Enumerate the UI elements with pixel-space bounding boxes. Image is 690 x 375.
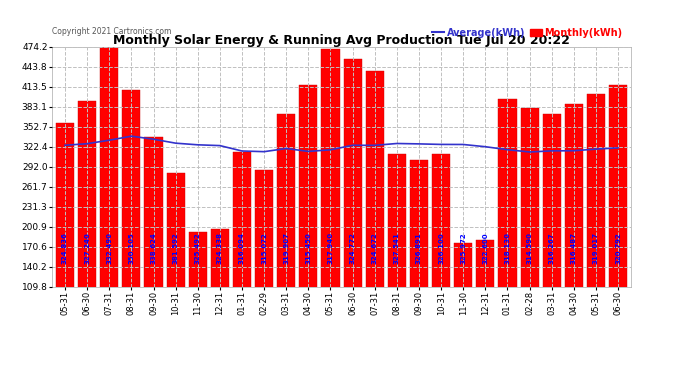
Text: 381.592: 381.592 bbox=[172, 232, 179, 264]
Bar bbox=[144, 136, 163, 359]
Bar bbox=[188, 232, 207, 359]
Text: 350.105: 350.105 bbox=[128, 232, 135, 264]
Bar bbox=[542, 114, 561, 359]
Bar bbox=[564, 104, 583, 359]
Text: 325.972: 325.972 bbox=[460, 232, 466, 264]
Bar bbox=[344, 59, 362, 359]
Text: 316.267: 316.267 bbox=[549, 232, 555, 264]
Bar bbox=[454, 243, 472, 359]
Text: 318.130: 318.130 bbox=[504, 232, 511, 264]
Text: 327.541: 327.541 bbox=[394, 232, 400, 264]
Text: 320.792: 320.792 bbox=[615, 232, 621, 264]
Bar bbox=[498, 99, 517, 359]
Text: 325.492: 325.492 bbox=[195, 232, 201, 264]
Bar bbox=[233, 152, 251, 359]
Text: 338.624: 338.624 bbox=[150, 232, 157, 264]
Text: Copyright 2021 Cartronics.com: Copyright 2021 Cartronics.com bbox=[52, 27, 172, 36]
Text: 324.836: 324.836 bbox=[62, 232, 68, 264]
Text: 319.017: 319.017 bbox=[593, 232, 599, 264]
Text: 315.450: 315.450 bbox=[306, 232, 311, 264]
Text: 326.100: 326.100 bbox=[438, 232, 444, 264]
Legend: Average(kWh), Monthly(kWh): Average(kWh), Monthly(kWh) bbox=[428, 24, 627, 42]
Text: 326.891: 326.891 bbox=[416, 232, 422, 264]
Text: 316.487: 316.487 bbox=[571, 232, 577, 264]
Text: 324.672: 324.672 bbox=[372, 232, 377, 264]
Text: 324.338: 324.338 bbox=[217, 232, 223, 264]
Bar bbox=[410, 160, 428, 359]
Text: 332.490: 332.490 bbox=[106, 232, 112, 264]
Text: 316.094: 316.094 bbox=[239, 232, 245, 264]
Bar bbox=[366, 71, 384, 359]
Bar bbox=[322, 49, 339, 359]
Text: 319.907: 319.907 bbox=[283, 232, 289, 264]
Bar bbox=[56, 123, 74, 359]
Bar bbox=[609, 85, 627, 359]
Bar bbox=[122, 90, 141, 359]
Text: 324.772: 324.772 bbox=[350, 232, 355, 264]
Bar bbox=[388, 154, 406, 359]
Bar bbox=[476, 240, 495, 359]
Text: 327.240: 327.240 bbox=[84, 232, 90, 264]
Text: 322.600: 322.600 bbox=[482, 232, 489, 264]
Bar bbox=[211, 230, 229, 359]
Bar bbox=[299, 85, 317, 359]
Text: 314.590: 314.590 bbox=[526, 232, 533, 264]
Text: 317.940: 317.940 bbox=[328, 232, 333, 264]
Bar bbox=[520, 108, 539, 359]
Bar bbox=[78, 101, 96, 359]
Title: Monthly Solar Energy & Running Avg Production Tue Jul 20 20:22: Monthly Solar Energy & Running Avg Produ… bbox=[113, 34, 570, 47]
Bar bbox=[100, 44, 119, 359]
Bar bbox=[432, 154, 450, 359]
Bar bbox=[255, 170, 273, 359]
Bar bbox=[277, 114, 295, 359]
Text: 315.072: 315.072 bbox=[261, 232, 267, 264]
Bar bbox=[166, 173, 185, 359]
Bar bbox=[587, 94, 605, 359]
